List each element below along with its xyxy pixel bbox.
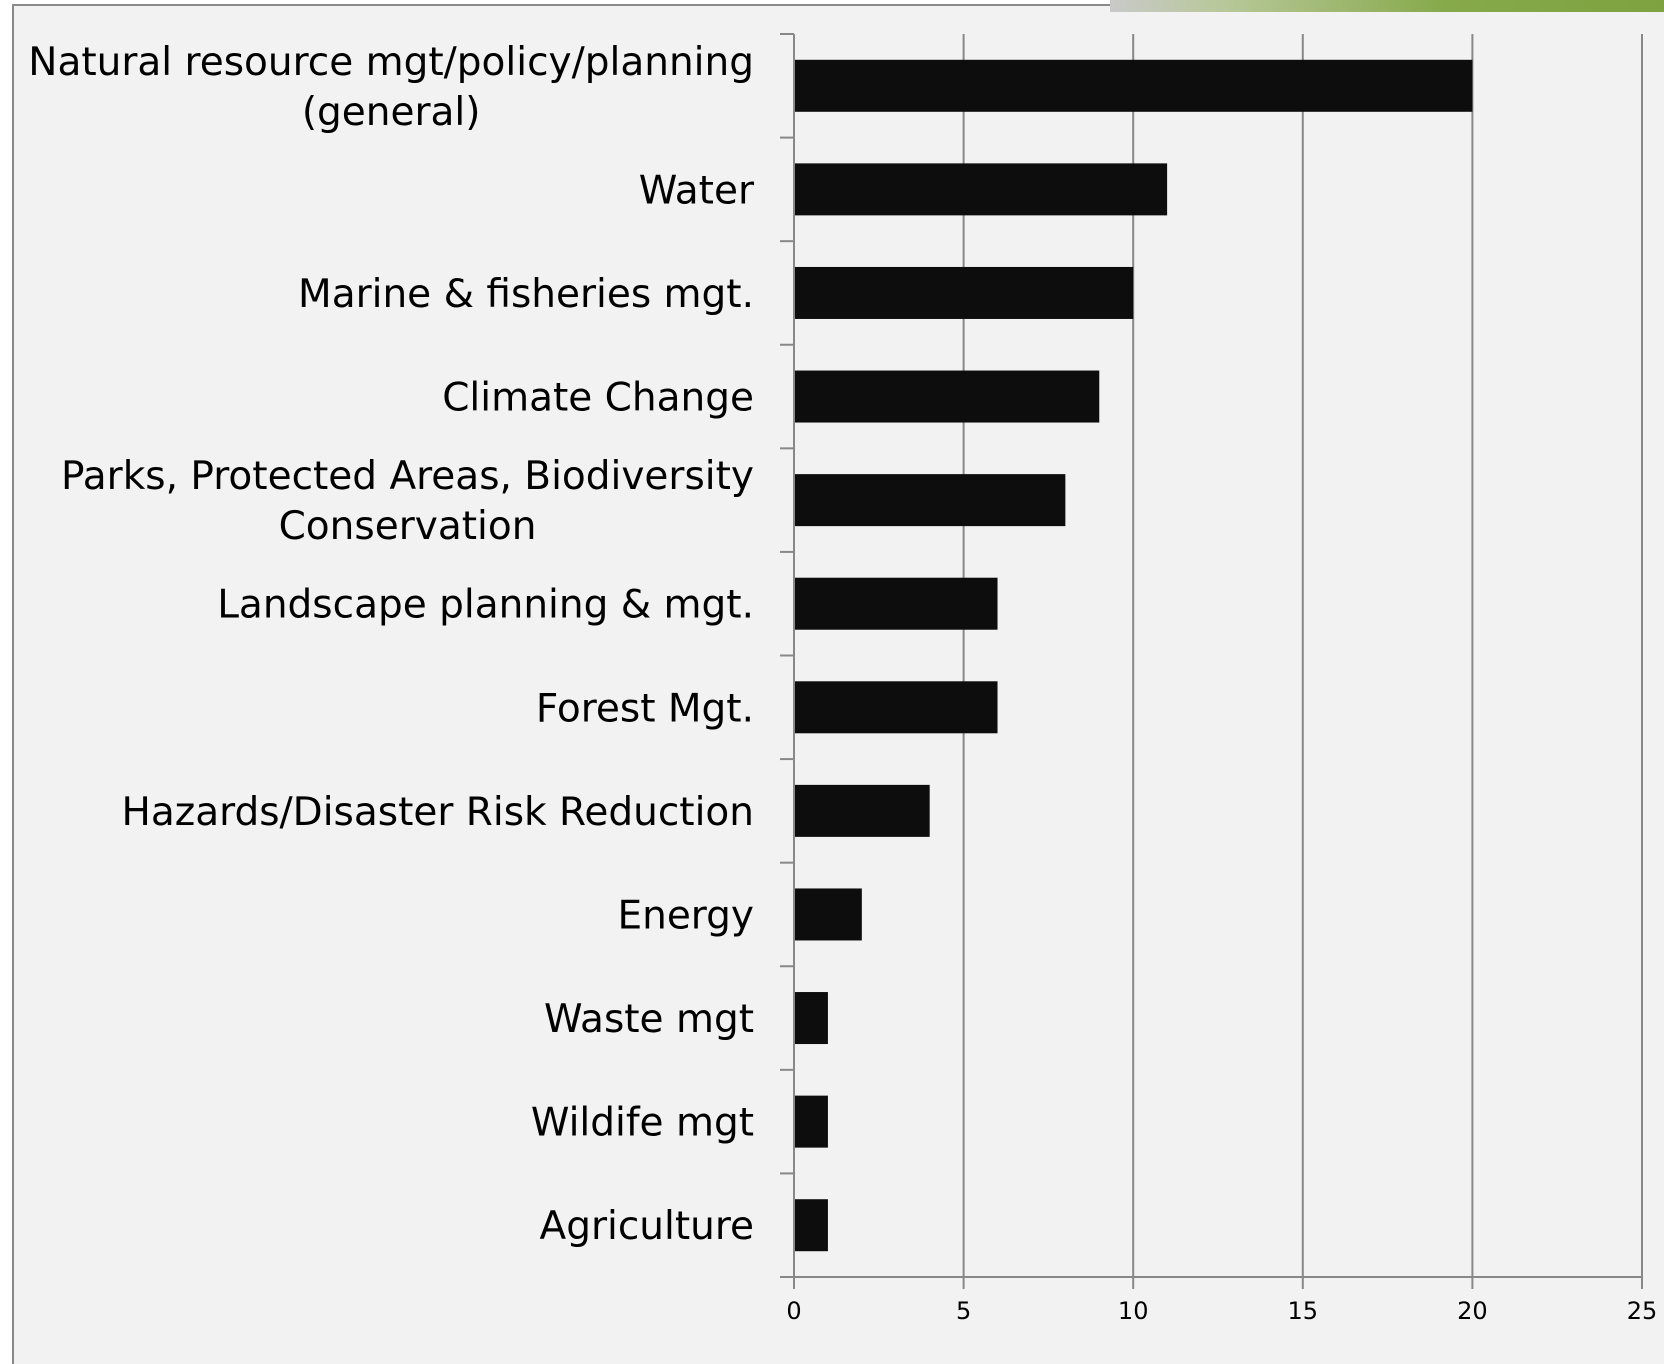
bar	[795, 992, 828, 1045]
category-label: Water	[639, 168, 755, 213]
axes	[780, 33, 1643, 1289]
bar	[795, 888, 862, 941]
bar	[795, 1199, 828, 1252]
gridlines	[962, 34, 1643, 1277]
category-label: Landscape planning & mgt.	[217, 583, 754, 628]
category-label-line: Water	[639, 168, 755, 213]
category-label: Hazards/Disaster Risk Reduction	[122, 790, 754, 835]
category-label-line: Marine & fisheries mgt.	[298, 272, 754, 317]
category-label-line: (general)	[302, 90, 481, 135]
category-label-line: Landscape planning & mgt.	[217, 583, 754, 628]
category-label: Forest Mgt.	[536, 686, 754, 731]
tick-labels: 0 5 10 15 20 25	[786, 1297, 1657, 1325]
corner-accent	[1110, 0, 1664, 12]
bar	[795, 266, 1134, 319]
bars	[795, 59, 1473, 1252]
category-label: Climate Change	[442, 376, 754, 421]
category-label-line: Waste mgt	[544, 997, 754, 1042]
x-tick-label: 0	[786, 1297, 801, 1325]
x-tick-label: 25	[1627, 1297, 1658, 1325]
x-tick-label: 5	[956, 1297, 971, 1325]
bar	[795, 59, 1473, 112]
category-label-line: Hazards/Disaster Risk Reduction	[122, 790, 754, 835]
category-label: Marine & fisheries mgt.	[298, 272, 754, 317]
category-label: Energy	[617, 893, 754, 938]
bar	[795, 784, 930, 837]
category-labels: Natural resource mgt/policy/planning (gen…	[28, 40, 755, 1249]
x-tick-label: 10	[1118, 1297, 1149, 1325]
category-label-line: Natural resource mgt/policy/planning	[28, 40, 754, 85]
category-label-line: Agriculture	[540, 1204, 754, 1249]
category-label-line: Parks, Protected Areas, Biodiversity	[61, 454, 754, 499]
category-label: Agriculture	[540, 1204, 754, 1249]
x-tick-label: 15	[1288, 1297, 1319, 1325]
category-label-line: Energy	[617, 893, 754, 938]
x-tick-label: 20	[1457, 1297, 1488, 1325]
category-label-line: Conservation	[279, 504, 537, 549]
bar	[795, 577, 998, 630]
category-label-line: Forest Mgt.	[536, 686, 754, 731]
bar	[795, 163, 1168, 216]
category-label-line: Wildife mgt	[531, 1101, 754, 1146]
bar	[795, 474, 1066, 527]
category-label-line: Climate Change	[442, 376, 754, 421]
bar	[795, 370, 1100, 423]
bar	[795, 1095, 828, 1148]
category-label: Natural resource mgt/policy/planning (gen…	[28, 40, 754, 135]
category-label: Waste mgt	[544, 997, 754, 1042]
bar	[795, 681, 998, 734]
category-label: Wildife mgt	[531, 1101, 754, 1146]
category-label: Parks, Protected Areas, Biodiversity Cons…	[61, 454, 754, 549]
